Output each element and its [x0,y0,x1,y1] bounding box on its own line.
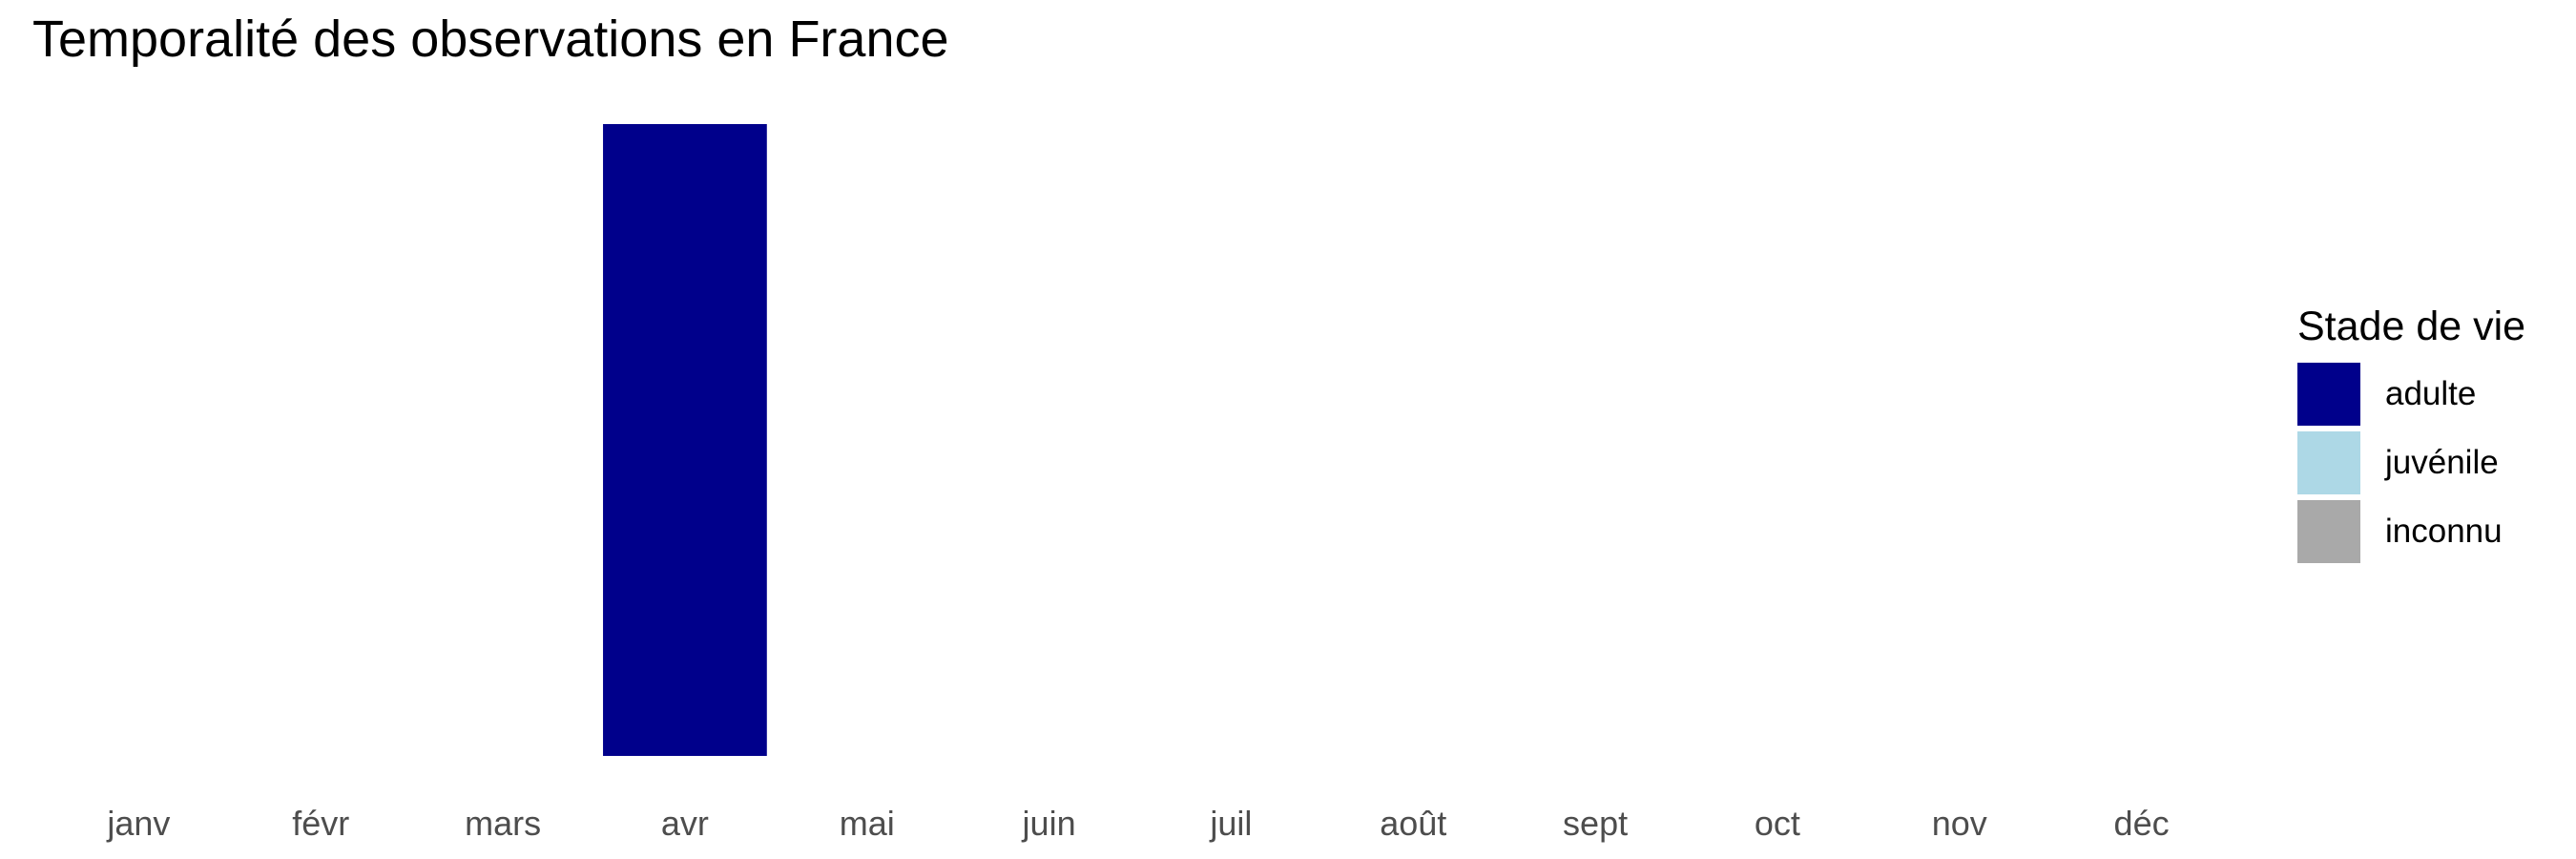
legend-title: Stade de vie [2297,304,2526,349]
x-tick-label: janv [106,804,170,843]
x-tick-label: oct [1755,804,1800,843]
legend-label-juvenile: juvénile [2385,444,2499,481]
legend: Stade de vie adulte juvénile inconnu [2297,304,2525,566]
x-axis-ticks: janv févr mars avr mai juin juil août sept oct nov… [106,804,2169,843]
chart-title: Temporalité des observations en France [32,10,949,68]
legend-key-juvenile [2297,431,2360,494]
x-tick-label: juil [1209,804,1252,843]
legend-item-juvenile: juvénile [2297,429,2525,497]
bars-group [603,124,767,756]
x-tick-label: août [1380,804,1446,843]
x-tick-label: mars [465,804,541,843]
bar-adulte-avr [603,124,767,756]
legend-label-inconnu: inconnu [2385,513,2503,550]
x-tick-label: mai [840,804,895,843]
legend-item-adulte: adulte [2297,360,2525,429]
x-tick-label: juin [1022,804,1076,843]
x-tick-label: sept [1563,804,1628,843]
legend-key-adulte [2297,363,2360,426]
legend-item-inconnu: inconnu [2297,497,2525,566]
x-tick-label: déc [2114,804,2170,843]
x-tick-label: nov [1932,804,1987,843]
chart-plot: janv févr mars avr mai juin juil août sept oct nov… [106,124,2170,843]
x-tick-label: févr [292,804,349,843]
legend-label-adulte: adulte [2385,375,2477,412]
x-tick-label: avr [661,804,709,843]
legend-key-inconnu [2297,500,2360,563]
